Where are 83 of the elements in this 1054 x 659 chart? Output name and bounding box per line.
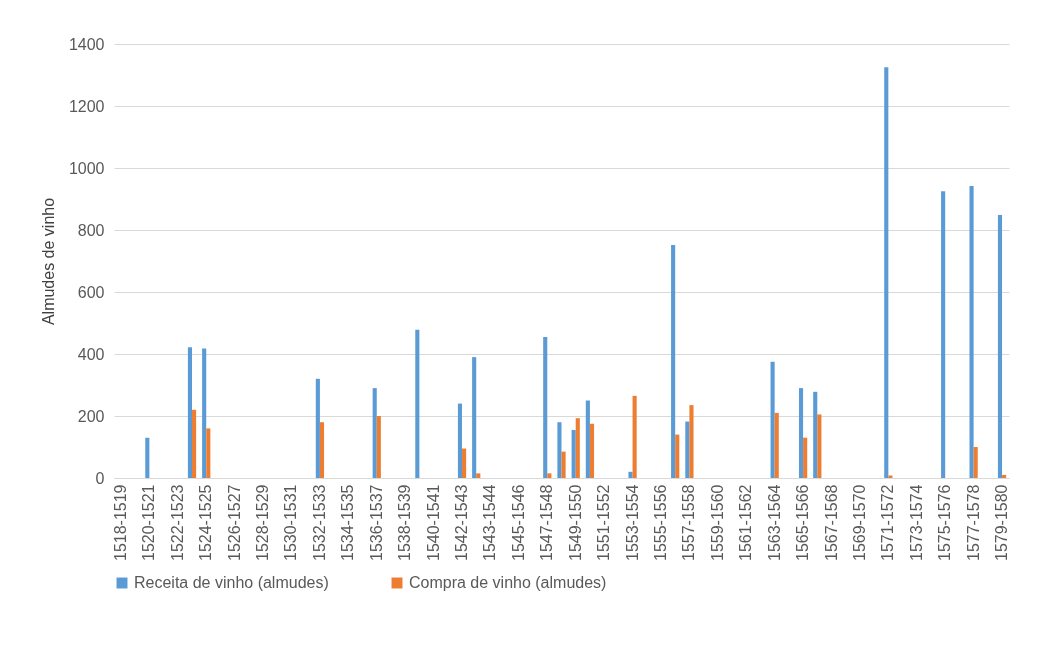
y-tick-label: 1400 [68, 35, 105, 53]
x-tick-label: 1522-1523 [168, 484, 186, 562]
legend-label: Compra de vinho (almudes) [409, 574, 607, 591]
bar [415, 329, 420, 478]
x-tick-label: 1530-1531 [282, 484, 300, 562]
bar [472, 357, 477, 478]
x-tick-label: 1543-1544 [481, 484, 499, 562]
bar [585, 400, 590, 478]
bar [798, 388, 804, 478]
bar [675, 434, 680, 478]
bar [817, 414, 822, 478]
bar [969, 185, 974, 478]
y-axis-title: Almudes de vinho [39, 197, 57, 326]
y-tick-label: 1200 [68, 97, 105, 115]
bar [589, 423, 595, 478]
x-tick-label: 1538-1539 [396, 484, 414, 562]
x-tick-label: 1575-1576 [936, 484, 954, 562]
bar [561, 451, 566, 478]
bar [1002, 474, 1007, 478]
x-tick-label: 1536-1537 [367, 484, 385, 562]
bar [476, 473, 481, 478]
bar [671, 244, 676, 478]
x-tick-label: 1567-1568 [822, 484, 840, 562]
bar [319, 422, 325, 478]
x-tick-label: 1526-1527 [225, 484, 243, 562]
x-tick-label: 1532-1533 [310, 484, 328, 562]
bar [575, 418, 580, 478]
x-tick-label: 1553-1554 [623, 484, 641, 562]
bar [202, 348, 207, 478]
x-tick-label: 1579-1580 [993, 484, 1011, 562]
bar [973, 447, 978, 478]
bar [685, 421, 690, 478]
bar [557, 422, 562, 478]
x-tick-label: 1555-1556 [651, 484, 669, 562]
x-tick-label: 1528-1529 [254, 484, 272, 562]
bar [632, 395, 637, 478]
x-tick-label: 1577-1578 [964, 484, 982, 562]
x-tick-label: 1569-1570 [850, 484, 868, 562]
x-tick-label: 1534-1535 [339, 484, 357, 562]
bar [376, 416, 381, 478]
bar [941, 191, 946, 478]
y-tick-label: 200 [77, 407, 105, 425]
y-tick-label: 0 [95, 469, 105, 487]
x-tick-label: 1565-1566 [794, 484, 812, 562]
bar [689, 405, 694, 478]
x-tick-label: 1542-1543 [453, 484, 471, 562]
x-tick-label: 1540-1541 [424, 484, 442, 562]
x-tick-label: 1520-1521 [140, 484, 158, 562]
x-tick-label: 1561-1562 [737, 484, 755, 562]
bar [774, 412, 779, 478]
y-tick-label: 600 [77, 283, 105, 301]
bar [571, 429, 576, 478]
bar [372, 388, 377, 478]
bar [543, 336, 548, 478]
x-tick-label: 1545-1546 [509, 484, 527, 562]
bar [547, 473, 552, 478]
legend-label: Receita de vinho (almudes) [134, 574, 329, 591]
bar [803, 437, 808, 478]
bar [462, 448, 467, 478]
x-tick-label: 1559-1560 [708, 484, 726, 562]
bar [187, 347, 193, 478]
bar [997, 215, 1003, 478]
x-tick-label: 1524-1525 [197, 484, 215, 562]
x-tick-label: 1549-1550 [566, 484, 584, 562]
bar [315, 378, 320, 478]
y-tick-label: 800 [77, 221, 105, 239]
x-tick-label: 1571-1572 [879, 484, 897, 562]
bar [145, 437, 150, 478]
bar [628, 471, 633, 478]
bar [884, 67, 889, 478]
x-tick-label: 1547-1548 [538, 484, 556, 562]
y-tick-label: 400 [77, 345, 105, 363]
x-tick-label: 1551-1552 [595, 484, 613, 562]
bar [457, 403, 463, 478]
y-tick-label: 1000 [68, 159, 105, 177]
x-tick-label: 1518-1519 [111, 484, 129, 562]
bar [192, 409, 197, 478]
x-tick-label: 1563-1564 [765, 484, 783, 562]
x-tick-label: 1557-1558 [680, 484, 698, 562]
bar [206, 428, 211, 478]
bar [770, 361, 775, 478]
x-tick-label: 1573-1574 [907, 484, 925, 562]
bar [813, 391, 818, 478]
